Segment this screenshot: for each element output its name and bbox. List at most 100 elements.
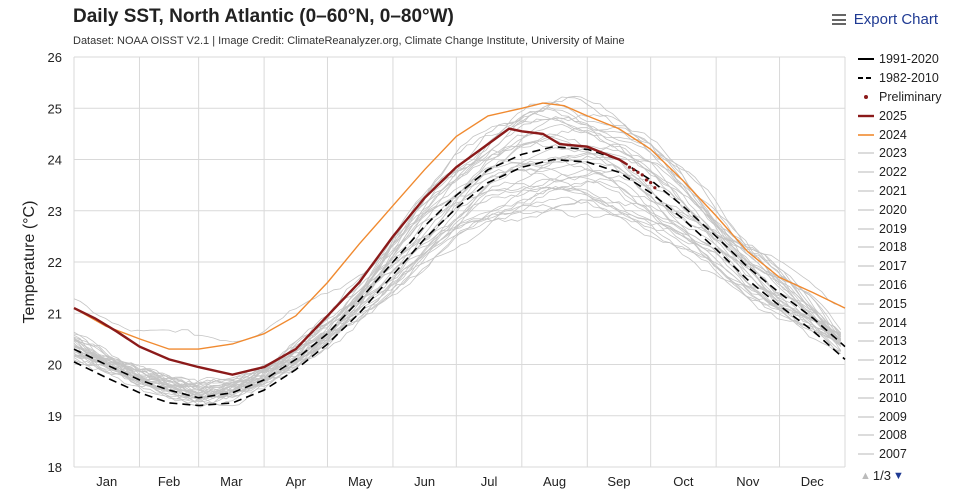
- legend-symbol-icon: [858, 184, 874, 198]
- y-tick-label: 25: [48, 101, 62, 116]
- legend-symbol-icon: [858, 109, 874, 123]
- legend-symbol-icon: [858, 334, 874, 348]
- legend-pager: ▲ 1/3 ▼: [860, 468, 904, 483]
- legend-item-2011[interactable]: 2011: [858, 370, 960, 389]
- legend-item-2017[interactable]: 2017: [858, 257, 960, 276]
- legend-symbol-icon: [858, 90, 874, 104]
- legend-symbol-icon: [858, 71, 874, 85]
- legend-symbol-icon: [858, 203, 874, 217]
- legend-item-1991-2020[interactable]: 1991-2020: [858, 50, 960, 69]
- legend-item-2019[interactable]: 2019: [858, 219, 960, 238]
- pager-down-icon[interactable]: ▼: [892, 469, 904, 482]
- legend-symbol-icon: [858, 128, 874, 142]
- legend-label: 2011: [879, 371, 906, 386]
- legend-item-2020[interactable]: 2020: [858, 200, 960, 219]
- legend-symbol-icon: [858, 259, 874, 273]
- other-year-line: [73, 178, 842, 403]
- legend-label: Preliminary: [879, 89, 942, 104]
- x-tick-label: Jul: [481, 474, 498, 489]
- series-1991-2020-line: [73, 145, 846, 399]
- legend-label: 2025: [879, 108, 907, 123]
- legend-symbol-icon: [858, 410, 874, 424]
- x-tick-label: Apr: [286, 474, 307, 489]
- export-chart-label: Export Chart: [853, 11, 938, 28]
- legend-item-2012[interactable]: 2012: [858, 351, 960, 370]
- preliminary-point: [627, 165, 632, 169]
- legend-label: 2009: [879, 409, 907, 424]
- y-tick-label: 23: [48, 204, 62, 219]
- preliminary-point: [644, 178, 649, 182]
- legend-item-1982-2010[interactable]: 1982-2010: [858, 69, 960, 88]
- legend-label: 2017: [879, 259, 907, 274]
- x-tick-label: Mar: [220, 474, 243, 489]
- legend-label: 2016: [879, 277, 907, 292]
- y-tick-label: 18: [48, 460, 62, 475]
- legend-symbol-icon: [858, 447, 874, 461]
- legend-item-2009[interactable]: 2009: [858, 407, 960, 426]
- other-year-line: [73, 133, 842, 392]
- legend-label: 2018: [879, 240, 907, 255]
- legend-symbol-icon: [858, 222, 874, 236]
- legend-item-2021[interactable]: 2021: [858, 182, 960, 201]
- other-years-group: [73, 95, 842, 408]
- legend-label: 2008: [879, 428, 907, 443]
- pager-text: 1/3: [872, 468, 891, 483]
- x-tick-label: Nov: [736, 474, 760, 489]
- series-2025-line: [73, 127, 629, 376]
- legend-label: 2013: [879, 334, 907, 349]
- other-year-line: [73, 95, 842, 398]
- legend-item-2022[interactable]: 2022: [858, 163, 960, 182]
- x-tick-label: Dec: [801, 474, 825, 489]
- legend-symbol-icon: [858, 372, 874, 386]
- legend-item-2013[interactable]: 2013: [858, 332, 960, 351]
- legend-symbol-icon: [858, 165, 874, 179]
- export-chart-button[interactable]: Export Chart: [831, 11, 938, 28]
- y-tick-label: 22: [48, 255, 62, 270]
- legend-item-2023[interactable]: 2023: [858, 144, 960, 163]
- legend-item-2015[interactable]: 2015: [858, 294, 960, 313]
- legend-symbol-icon: [858, 391, 874, 405]
- legend-item-2016[interactable]: 2016: [858, 276, 960, 295]
- y-axis-label: Temperature (°C): [21, 201, 38, 324]
- chart-title: Daily SST, North Atlantic (0–60°N, 0–80°…: [73, 6, 454, 27]
- legend-label: 1982-2010: [879, 71, 939, 86]
- legend-item-2007[interactable]: 2007: [858, 445, 960, 464]
- other-year-line: [73, 178, 841, 393]
- legend-symbol-icon: [858, 353, 874, 367]
- legend-label: 2010: [879, 390, 907, 405]
- legend-item-2018[interactable]: 2018: [858, 238, 960, 257]
- x-tick-label: May: [348, 474, 373, 489]
- legend-item-2024[interactable]: 2024: [858, 125, 960, 144]
- pager-up-icon[interactable]: ▲: [860, 469, 871, 482]
- x-tick-label: Jun: [414, 474, 435, 489]
- x-tick-label: Sep: [607, 474, 630, 489]
- other-year-line: [73, 114, 842, 408]
- legend-item-2010[interactable]: 2010: [858, 388, 960, 407]
- other-year-line: [73, 186, 842, 387]
- series-1982-2010-line: [73, 158, 846, 407]
- series-2024-line: [73, 102, 846, 350]
- legend-label: 2014: [879, 315, 907, 330]
- preliminary-point: [649, 180, 653, 185]
- preliminary-point: [636, 170, 640, 174]
- y-tick-label: 24: [48, 153, 62, 168]
- legend-symbol-icon: [858, 146, 874, 160]
- other-year-line: [73, 123, 842, 396]
- other-year-line: [73, 157, 842, 390]
- legend-item-2008[interactable]: 2008: [858, 426, 960, 445]
- y-tick-label: 20: [48, 358, 62, 373]
- legend-item-2014[interactable]: 2014: [858, 313, 960, 332]
- legend-label: 2020: [879, 202, 907, 217]
- legend-item-preliminary[interactable]: Preliminary: [858, 88, 960, 107]
- x-tick-label: Aug: [543, 474, 566, 489]
- legend-symbol-icon: [858, 52, 874, 66]
- legend-label: 2023: [879, 146, 907, 161]
- legend-symbol-icon: [858, 428, 874, 442]
- other-year-line: [73, 168, 842, 397]
- legend-item-2025[interactable]: 2025: [858, 106, 960, 125]
- x-tick-label: Jan: [96, 474, 117, 489]
- legend-label: 2024: [879, 127, 907, 142]
- legend-symbol-icon: [858, 278, 874, 292]
- legend-symbol-icon: [858, 297, 874, 311]
- x-tick-label: Oct: [673, 474, 694, 489]
